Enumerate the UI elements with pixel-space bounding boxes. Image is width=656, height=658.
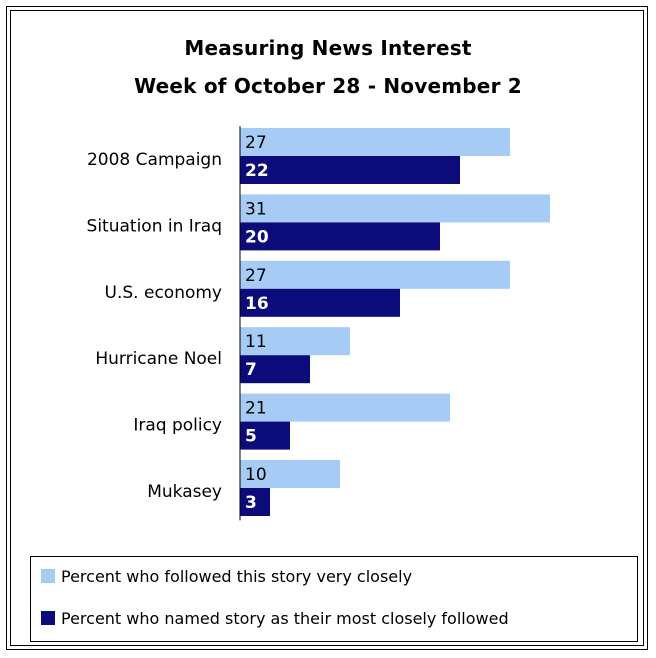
chart-frame <box>6 6 648 650</box>
bar-very-closely-situation-in-iraq <box>240 194 550 223</box>
bar-very-closely-u-s-economy <box>240 260 510 289</box>
category-label-mukasey: Mukasey <box>147 482 222 502</box>
legend-swatch-most-closely <box>41 611 55 625</box>
bar-very-closely-mukasey <box>240 460 340 488</box>
category-label-hurricane-noel: Hurricane Noel <box>95 349 222 369</box>
category-label-u-s-economy: U.S. economy <box>105 283 222 303</box>
category-label-2008-campaign: 2008 Campaign <box>87 150 222 170</box>
bar-most-closely-situation-in-iraq <box>240 222 440 251</box>
data-label-most-closely-2008-campaign: 22 <box>245 161 269 181</box>
data-label-very-closely-mukasey: 10 <box>245 465 267 485</box>
category-label-iraq-policy: Iraq policy <box>133 416 222 436</box>
legend-label-very-closely: Percent who followed this story very clo… <box>61 566 413 586</box>
legend-item-most-closely: Percent who named story as their most cl… <box>41 607 509 629</box>
bar-most-closely-2008-campaign <box>240 156 460 184</box>
data-label-most-closely-hurricane-noel: 7 <box>245 360 257 380</box>
bar-most-closely-hurricane-noel <box>240 355 310 384</box>
bar-very-closely-hurricane-noel <box>240 327 350 356</box>
bar-very-closely-2008-campaign <box>240 128 510 156</box>
legend-swatch-very-closely <box>41 569 55 583</box>
category-label-situation-in-iraq: Situation in Iraq <box>87 216 222 236</box>
legend-item-very-closely: Percent who followed this story very clo… <box>41 565 412 587</box>
bar-most-closely-u-s-economy <box>240 288 400 317</box>
bar-most-closely-mukasey <box>240 488 270 516</box>
chart-frame-inner <box>10 10 644 646</box>
bar-most-closely-iraq-policy <box>240 421 290 450</box>
chart-legend: Percent who followed this story very clo… <box>30 556 638 642</box>
data-label-very-closely-hurricane-noel: 11 <box>245 332 267 352</box>
bar-very-closely-iraq-policy <box>240 393 450 422</box>
chart-title: Measuring News Interest <box>184 36 472 60</box>
data-label-very-closely-situation-in-iraq: 31 <box>245 199 267 219</box>
data-label-very-closely-2008-campaign: 27 <box>245 133 267 153</box>
data-label-most-closely-iraq-policy: 5 <box>245 427 257 447</box>
chart-subtitle: Week of October 28 - November 2 <box>134 74 522 98</box>
data-label-very-closely-iraq-policy: 21 <box>245 399 267 419</box>
data-label-most-closely-mukasey: 3 <box>245 493 257 513</box>
data-label-very-closely-u-s-economy: 27 <box>245 266 267 286</box>
data-label-most-closely-situation-in-iraq: 20 <box>245 227 269 247</box>
data-label-most-closely-u-s-economy: 16 <box>245 294 269 314</box>
legend-label-most-closely: Percent who named story as their most cl… <box>61 608 509 628</box>
